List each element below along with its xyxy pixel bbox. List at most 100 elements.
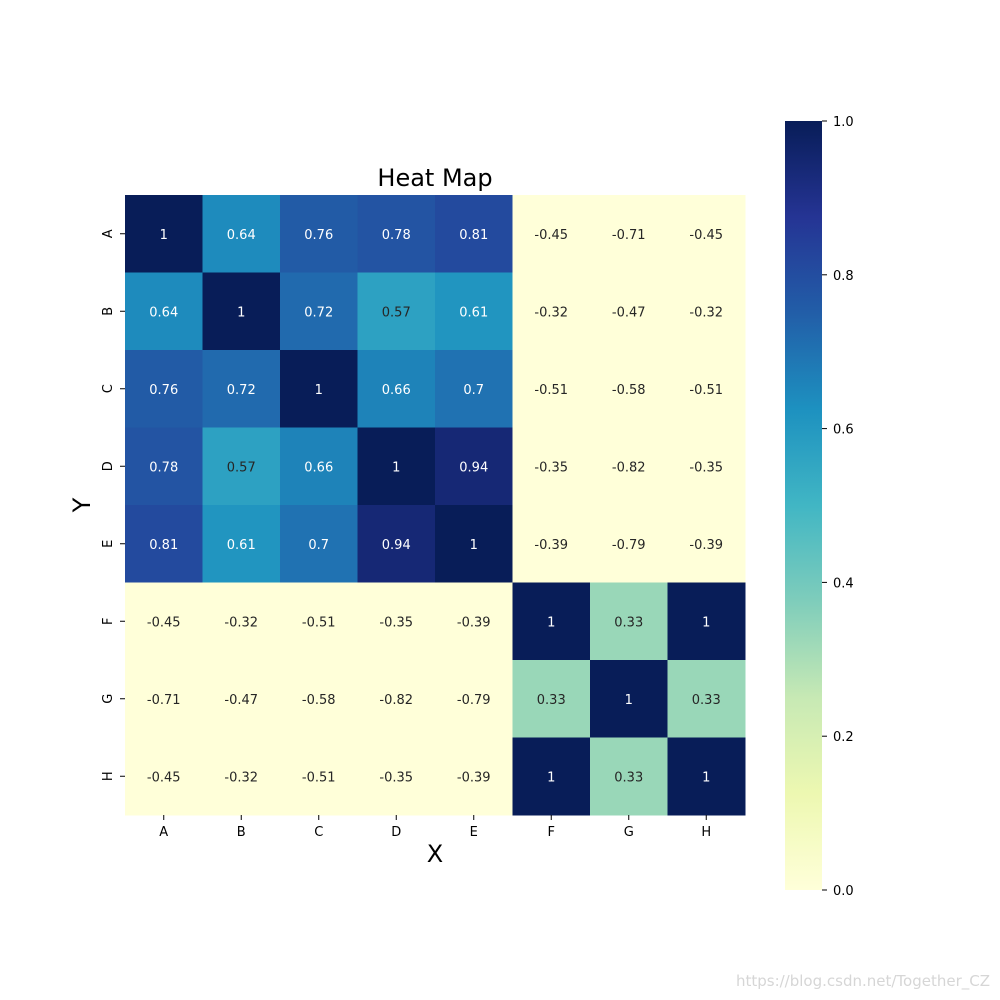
cell-value-label: 0.7	[308, 538, 329, 553]
cell-value-label: 0.61	[227, 538, 256, 553]
y-tick-label: G	[101, 694, 116, 704]
x-tick-label: D	[391, 825, 401, 840]
heatmap-cell	[202, 195, 281, 273]
heatmap-cell	[435, 195, 513, 273]
cell-value-label: 0.66	[382, 383, 411, 398]
heatmap-cell	[202, 427, 281, 506]
heatmap-cell	[202, 272, 281, 351]
cell-value-label: 0.33	[692, 693, 721, 708]
y-tick-label: E	[101, 540, 116, 548]
cell-value-label: -0.32	[534, 305, 568, 320]
heatmap-cell	[280, 582, 358, 661]
chart-title: Heat Map	[377, 164, 492, 192]
heatmap-cell	[280, 195, 358, 273]
cell-value-label: 1	[702, 770, 710, 785]
cell-value-label: 0.33	[614, 615, 643, 630]
heatmap-cell	[512, 195, 591, 273]
cell-value-label: -0.35	[534, 460, 568, 475]
y-tick-label: C	[101, 384, 116, 393]
heatmap-cell	[125, 195, 203, 273]
cell-value-label: 1	[702, 615, 710, 630]
heatmap-cell	[357, 195, 436, 273]
heatmap-cell	[280, 737, 358, 816]
cell-value-label: -0.79	[457, 693, 491, 708]
cell-value-label: -0.39	[534, 538, 568, 553]
x-tick-label: A	[159, 825, 168, 840]
cell-value-label: -0.39	[457, 770, 491, 785]
cell-value-label: -0.82	[612, 460, 646, 475]
colorbar-tick-label: 0.6	[833, 423, 854, 438]
y-tick-label: A	[101, 229, 116, 238]
heatmap-cell	[202, 350, 281, 428]
heatmap-cell	[125, 350, 203, 428]
cell-value-label: 0.57	[227, 460, 256, 475]
heatmap-cell	[590, 427, 668, 506]
cell-value-label: -0.35	[379, 615, 413, 630]
heatmap-cell	[590, 582, 668, 661]
heatmap-cell	[280, 427, 358, 506]
y-axis-label: Y	[68, 497, 96, 513]
heatmap-cell	[125, 660, 203, 738]
cell-value-label: -0.47	[224, 693, 258, 708]
heatmap-cell	[357, 505, 436, 583]
y-tick-label: F	[101, 618, 116, 625]
heatmap-cell	[435, 427, 513, 506]
heatmap-cell	[667, 350, 746, 428]
y-tick-label: D	[101, 461, 116, 471]
cell-value-label: 0.66	[304, 460, 333, 475]
cell-value-label: 0.33	[537, 693, 566, 708]
heatmap-cell	[435, 660, 513, 738]
colorbar-tick-label: 0.2	[833, 730, 854, 745]
cell-value-label: 1	[470, 538, 478, 553]
cell-value-label: 0.7	[463, 383, 484, 398]
cell-value-label: -0.35	[689, 460, 723, 475]
cell-value-label: -0.45	[147, 615, 181, 630]
cell-value-label: 1	[160, 228, 168, 243]
heatmap-cell	[512, 427, 591, 506]
colorbar-gradient	[785, 121, 822, 890]
heatmap-cell	[357, 660, 436, 738]
x-tick-label: F	[548, 825, 555, 840]
heatmap-cell	[590, 350, 668, 428]
cell-value-label: 1	[547, 615, 555, 630]
cell-value-label: -0.71	[612, 228, 646, 243]
heatmap-cell	[590, 737, 668, 816]
cell-value-label: 0.61	[459, 305, 488, 320]
heatmap-cell	[280, 505, 358, 583]
x-tick-label: B	[237, 825, 246, 840]
heatmap-cell	[512, 737, 591, 816]
cell-value-label: 0.72	[304, 305, 333, 320]
x-tick-label: E	[470, 825, 478, 840]
y-tick-label: B	[101, 307, 116, 316]
heatmap-cell	[435, 350, 513, 428]
heatmap-cell	[435, 272, 513, 351]
heatmap-cell	[357, 272, 436, 351]
cell-value-label: 0.72	[227, 383, 256, 398]
cell-value-label: 1	[625, 693, 633, 708]
heatmap-cell	[667, 505, 746, 583]
cell-value-label: -0.71	[147, 693, 181, 708]
heatmap-cell	[435, 737, 513, 816]
y-tick-label: H	[101, 771, 116, 781]
heatmap-cell	[667, 195, 746, 273]
heatmap-cell	[590, 505, 668, 583]
colorbar-tick-label: 0.8	[833, 269, 854, 284]
cell-value-label: -0.51	[534, 383, 568, 398]
heatmap-cell	[125, 737, 203, 816]
heatmap-cell	[357, 427, 436, 506]
colorbar: 0.0 0.2 0.4 0.6 0.8 1.0	[785, 115, 854, 899]
colorbar-tick-label: 1.0	[833, 115, 854, 130]
heatmap-cell	[435, 582, 513, 661]
heatmap-cell	[125, 582, 203, 661]
heatmap-cell	[590, 195, 668, 273]
cell-value-label: 0.94	[382, 538, 411, 553]
heatmap-cell	[280, 660, 358, 738]
cell-value-label: -0.51	[689, 383, 723, 398]
cell-value-label: -0.32	[224, 615, 258, 630]
heatmap-cell	[512, 272, 591, 351]
heatmap-cell	[280, 350, 358, 428]
cell-value-label: -0.82	[379, 693, 413, 708]
heatmap-cell	[202, 582, 281, 661]
cell-value-label: 0.81	[459, 228, 488, 243]
heatmap-cell	[667, 582, 746, 661]
